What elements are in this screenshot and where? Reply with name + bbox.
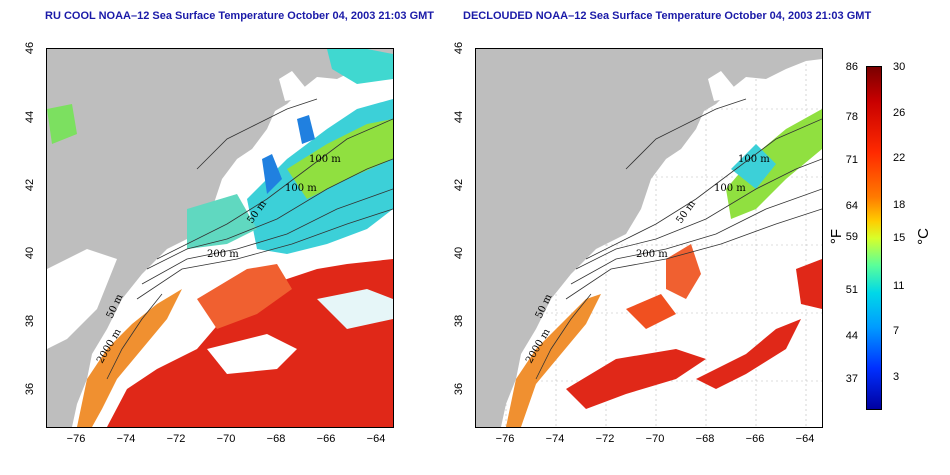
right-map-canvas: 100 m 100 m 50 m 200 m 50 m 2000 m bbox=[476, 49, 822, 427]
left-lat-tick: 46 bbox=[24, 41, 36, 55]
green-water bbox=[287, 119, 393, 199]
cloud-1 bbox=[207, 334, 297, 374]
right-lon-tick: −76 bbox=[495, 433, 515, 445]
colorbar-c-label: 18 bbox=[893, 199, 906, 211]
right-lon-tick: −64 bbox=[795, 433, 815, 445]
contour-label: 50 m bbox=[674, 198, 698, 226]
contour-label: 100 m bbox=[714, 183, 746, 194]
contour-label: 200 m bbox=[636, 249, 668, 260]
orange-shelf bbox=[506, 294, 601, 427]
colorbar-c-label: 30 bbox=[893, 61, 906, 73]
cape-cod bbox=[279, 71, 305, 101]
contour-label: 100 m bbox=[738, 154, 770, 165]
left-lat-tick: 42 bbox=[24, 178, 36, 192]
left-lon-tick: −66 bbox=[316, 433, 336, 445]
contour-label: 200 m bbox=[207, 249, 239, 260]
right-lon-tick: −74 bbox=[545, 433, 565, 445]
colorbar-f-label: 37 bbox=[845, 373, 858, 385]
colorbar-f-label: 51 bbox=[845, 284, 858, 296]
right-lat-tick: 44 bbox=[453, 110, 465, 124]
colorbar-c-label: 22 bbox=[893, 152, 906, 164]
left-edge-green bbox=[47, 104, 77, 144]
colorbar-f-label: 86 bbox=[845, 61, 858, 73]
warm-patch-1 bbox=[566, 349, 706, 409]
colorbar-f-label: 64 bbox=[845, 200, 858, 212]
left-lon-tick: −76 bbox=[66, 433, 86, 445]
left-lat-tick: 36 bbox=[24, 382, 36, 396]
right-map-panel: 100 m 100 m 50 m 200 m 50 m 2000 m bbox=[475, 48, 823, 428]
right-lat-tick: 46 bbox=[453, 41, 465, 55]
left-lon-tick: −64 bbox=[366, 433, 386, 445]
blue-flecks bbox=[262, 115, 315, 194]
left-lon-tick: −68 bbox=[266, 433, 286, 445]
right-lon-tick: −68 bbox=[695, 433, 715, 445]
right-lat-tick: 40 bbox=[453, 246, 465, 260]
contour-label: 100 m bbox=[285, 183, 317, 194]
left-lat-tick: 40 bbox=[24, 246, 36, 260]
cool-water bbox=[731, 144, 776, 189]
colorbar-f-label: 59 bbox=[845, 231, 858, 243]
bathymetry-contours bbox=[535, 98, 822, 380]
cloud-2 bbox=[317, 289, 393, 329]
warm-patch-4 bbox=[626, 294, 676, 329]
orange-shelf bbox=[77, 289, 182, 427]
right-lon-tick: −72 bbox=[595, 433, 615, 445]
warm-patch-2 bbox=[696, 319, 801, 389]
left-lon-tick: −72 bbox=[166, 433, 186, 445]
celsius-unit: °C bbox=[914, 228, 932, 245]
left-map-title: RU COOL NOAA–12 Sea Surface Temperature … bbox=[45, 10, 435, 22]
left-lat-tick: 44 bbox=[24, 110, 36, 124]
left-lon-tick: −74 bbox=[116, 433, 136, 445]
right-lat-tick: 36 bbox=[453, 382, 465, 396]
cool-patch-2 bbox=[327, 49, 393, 84]
colorbar-f-label: 44 bbox=[845, 330, 858, 342]
colorbar bbox=[866, 66, 882, 410]
left-map-canvas: 100 m 100 m 50 m 200 m 50 m 2000 m bbox=[47, 49, 393, 427]
land-mass bbox=[47, 49, 393, 427]
colorbar-c-label: 3 bbox=[893, 371, 900, 383]
colorbar-c-label: 15 bbox=[893, 232, 906, 244]
colorbar-c-label: 7 bbox=[893, 325, 900, 337]
colorbar-c-label: 11 bbox=[893, 280, 905, 292]
cape-cod bbox=[708, 71, 734, 101]
colorbar-f-label: 78 bbox=[845, 111, 858, 123]
warm-eddy bbox=[666, 244, 701, 299]
warm-water-2 bbox=[197, 264, 292, 329]
fahrenheit-unit: °F bbox=[828, 228, 846, 245]
right-lat-tick: 38 bbox=[453, 314, 465, 328]
left-map-panel: 100 m 100 m 50 m 200 m 50 m 2000 m bbox=[46, 48, 394, 428]
left-lon-tick: −70 bbox=[216, 433, 236, 445]
right-lon-tick: −70 bbox=[645, 433, 665, 445]
right-lat-tick: 42 bbox=[453, 178, 465, 192]
right-lon-tick: −66 bbox=[745, 433, 765, 445]
left-lat-tick: 38 bbox=[24, 314, 36, 328]
warm-patch-3 bbox=[796, 259, 822, 309]
colorbar-c-label: 26 bbox=[893, 107, 906, 119]
bathymetry-contours bbox=[106, 98, 393, 380]
land-mass bbox=[476, 49, 822, 427]
cloud-3 bbox=[47, 249, 117, 349]
colorbar-f-label: 71 bbox=[845, 154, 858, 166]
right-map-title: DECLOUDED NOAA–12 Sea Surface Temperatur… bbox=[463, 10, 872, 22]
contour-label: 100 m bbox=[309, 154, 341, 165]
